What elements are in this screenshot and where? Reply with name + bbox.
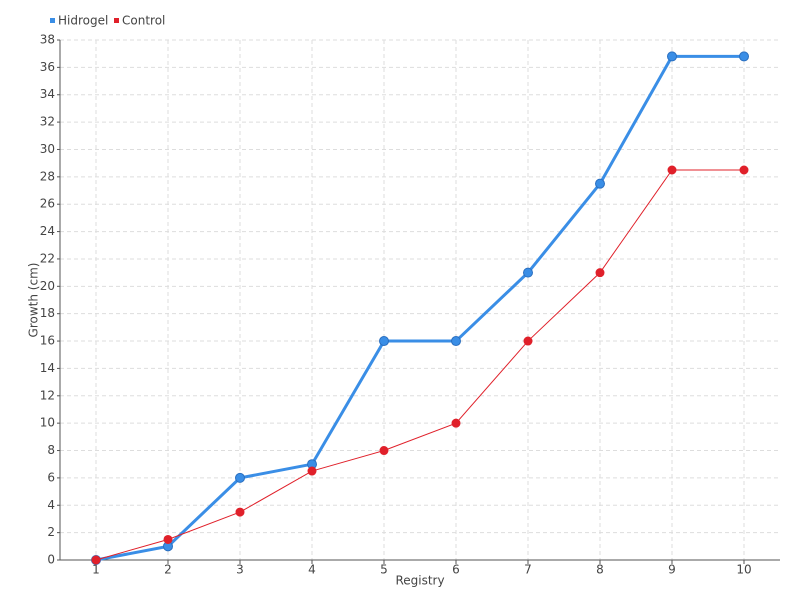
data-point [91, 555, 101, 565]
data-point [739, 165, 749, 175]
legend-swatch [50, 18, 55, 23]
legend-label: Control [122, 14, 165, 28]
data-point [451, 336, 461, 347]
x-tick-label: 2 [164, 563, 172, 577]
data-point [451, 418, 461, 428]
data-point [595, 268, 605, 278]
y-tick-label: 16 [40, 334, 55, 348]
data-point [163, 534, 173, 544]
y-tick-label: 18 [40, 306, 55, 320]
data-point [379, 336, 389, 347]
x-tick-label: 8 [596, 563, 604, 577]
legend-swatch [114, 18, 119, 23]
y-tick-label: 4 [47, 498, 55, 512]
y-tick-label: 30 [40, 142, 55, 156]
y-tick-label: 32 [40, 115, 55, 129]
y-tick-label: 36 [40, 60, 55, 74]
data-point [235, 472, 245, 483]
x-tick-label: 10 [736, 563, 751, 577]
y-tick-label: 34 [40, 87, 55, 101]
data-point [667, 51, 677, 62]
y-tick-label: 6 [47, 470, 55, 484]
y-tick-label: 10 [40, 416, 55, 430]
x-axis-title: Registry [395, 574, 444, 588]
y-tick-label: 8 [47, 443, 55, 457]
series-line [95, 54, 744, 562]
y-axis-title: Growth (cm) [27, 263, 41, 338]
y-tick-label: 14 [40, 361, 55, 375]
series-line [95, 169, 744, 561]
y-tick-label: 20 [40, 279, 55, 293]
x-tick-label: 6 [452, 563, 460, 577]
y-tick-label: 22 [40, 251, 55, 265]
data-point [739, 51, 749, 62]
x-tick-label: 5 [380, 563, 388, 577]
y-tick-label: 12 [40, 388, 55, 402]
x-tick-label: 3 [236, 563, 244, 577]
data-point [595, 178, 605, 189]
y-tick-label: 24 [40, 224, 55, 238]
data-point [523, 267, 533, 278]
data-point [667, 165, 677, 175]
y-tick-label: 28 [40, 169, 55, 183]
x-tick-label: 4 [308, 563, 316, 577]
data-point [523, 336, 533, 346]
y-tick-label: 0 [47, 553, 55, 567]
y-tick-label: 2 [47, 525, 55, 539]
legend-label: Hidrogel [58, 14, 108, 28]
data-point [235, 507, 245, 517]
x-tick-label: 9 [668, 563, 676, 577]
y-tick-label: 38 [40, 33, 55, 47]
y-tick-label: 26 [40, 197, 55, 211]
data-point [379, 446, 389, 456]
x-tick-label: 7 [524, 563, 532, 577]
data-point [307, 466, 317, 476]
x-tick-label: 1 [92, 563, 100, 577]
